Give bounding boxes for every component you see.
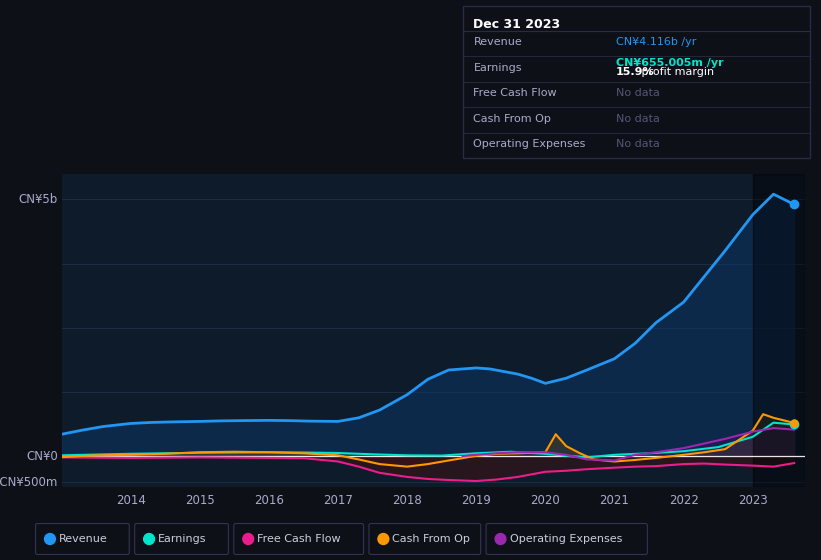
Text: Operating Expenses: Operating Expenses [474, 139, 586, 149]
Circle shape [378, 534, 389, 544]
Text: No data: No data [616, 88, 660, 98]
Text: No data: No data [616, 139, 660, 149]
Text: 2015: 2015 [185, 494, 214, 507]
Text: 15.9%: 15.9% [616, 67, 654, 77]
Text: profit margin: profit margin [639, 67, 714, 77]
Text: Free Cash Flow: Free Cash Flow [474, 88, 557, 98]
Text: Cash From Op: Cash From Op [392, 534, 470, 544]
Text: Free Cash Flow: Free Cash Flow [257, 534, 341, 544]
Text: No data: No data [616, 114, 660, 124]
Text: Earnings: Earnings [474, 63, 522, 73]
Text: Earnings: Earnings [158, 534, 207, 544]
Text: 2020: 2020 [530, 494, 560, 507]
Text: CN¥4.116b /yr: CN¥4.116b /yr [616, 38, 696, 48]
Text: Revenue: Revenue [474, 38, 522, 48]
Circle shape [144, 534, 154, 544]
Text: 2021: 2021 [599, 494, 630, 507]
Text: 2017: 2017 [323, 494, 353, 507]
Circle shape [243, 534, 254, 544]
Text: CN¥0: CN¥0 [26, 450, 57, 463]
Text: CN¥5b: CN¥5b [19, 193, 57, 206]
Text: Dec 31 2023: Dec 31 2023 [474, 18, 561, 31]
Bar [753, 174, 805, 487]
Text: Operating Expenses: Operating Expenses [510, 534, 621, 544]
Circle shape [44, 534, 55, 544]
Text: 2022: 2022 [668, 494, 699, 507]
Text: CN¥655.005m /yr: CN¥655.005m /yr [616, 58, 723, 68]
Text: 2014: 2014 [116, 494, 145, 507]
Text: 2019: 2019 [461, 494, 491, 507]
Text: -CN¥500m: -CN¥500m [0, 475, 57, 488]
Text: 2018: 2018 [392, 494, 422, 507]
Circle shape [495, 534, 506, 544]
Text: Cash From Op: Cash From Op [474, 114, 552, 124]
Text: 2016: 2016 [254, 494, 284, 507]
Text: Revenue: Revenue [59, 534, 108, 544]
Text: 2023: 2023 [738, 494, 768, 507]
